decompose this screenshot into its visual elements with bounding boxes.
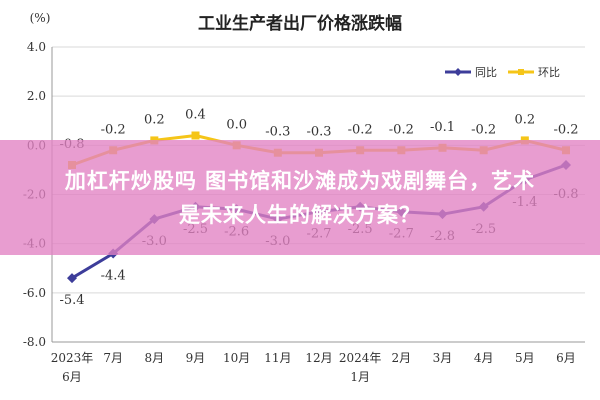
legend-label: 环比: [538, 66, 560, 79]
x-tick-label: 1月: [350, 370, 370, 384]
headline-banner[interactable]: 加杠杆炒股吗 图书馆和沙滩成为戏剧舞台，艺术 是未来人生的解决方案？: [0, 140, 600, 255]
data-label: -5.4: [59, 293, 84, 308]
x-tick-label: 12月: [305, 351, 332, 365]
data-label: -0.2: [348, 122, 373, 137]
x-tick-label: 6月: [62, 370, 82, 384]
x-tick-label: 11月: [264, 351, 291, 365]
x-tick-label: 9月: [186, 351, 206, 365]
y-unit-label: (%): [30, 11, 51, 25]
x-tick-label: 6月: [556, 351, 576, 365]
data-label: -0.2: [101, 122, 126, 137]
series-point-yoy: [67, 273, 77, 284]
data-label: -4.4: [101, 269, 126, 284]
data-label: 0.2: [144, 112, 165, 127]
data-label: -0.2: [471, 122, 496, 137]
y-tick-label: 4.0: [27, 40, 46, 54]
headline-line-2: 是未来人生的解决方案？: [179, 202, 421, 227]
data-label: -0.2: [389, 122, 414, 137]
legend-label: 同比: [475, 66, 497, 79]
x-tick-label: 5月: [515, 351, 535, 365]
legend-marker: [454, 68, 462, 76]
data-label: 0.0: [226, 117, 247, 132]
headline-text[interactable]: 加杠杆炒股吗 图书馆和沙滩成为戏剧舞台，艺术 是未来人生的解决方案？: [20, 164, 580, 232]
data-label: 0.4: [185, 108, 206, 123]
x-tick-label: 2023年: [51, 351, 94, 365]
x-tick-label: 2024年: [339, 351, 382, 365]
x-tick-label: 4月: [474, 351, 494, 365]
x-tick-label: 10月: [223, 351, 250, 365]
data-label: 0.2: [514, 112, 535, 127]
chart-title: 工业生产者出厂价格涨跌幅: [198, 13, 402, 34]
x-tick-label: 7月: [103, 351, 123, 365]
data-label: -0.3: [306, 125, 331, 140]
y-tick-label: -8.0: [23, 335, 46, 349]
data-label: -0.1: [430, 120, 455, 135]
y-tick-label: 2.0: [27, 89, 46, 103]
y-tick-label: -6.0: [23, 286, 46, 300]
x-tick-label: 2月: [392, 351, 412, 365]
x-tick-label: 3月: [433, 351, 453, 365]
data-label: -0.3: [265, 125, 290, 140]
x-tick-label: 8月: [145, 351, 165, 365]
series-point-mom: [191, 131, 200, 140]
data-label: -0.2: [553, 122, 578, 137]
legend-marker: [518, 69, 524, 75]
headline-line-1: 加杠杆炒股吗 图书馆和沙滩成为戏剧舞台，艺术: [64, 168, 536, 193]
